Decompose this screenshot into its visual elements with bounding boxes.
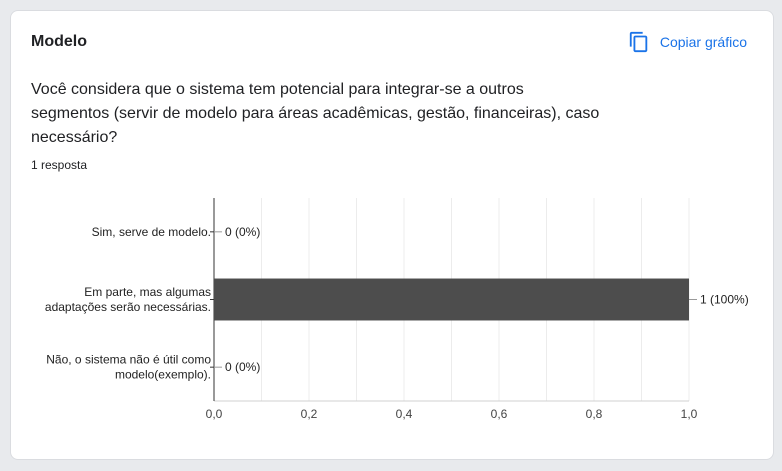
question-text: Você considera que o sistema tem potenci… — [31, 81, 600, 146]
data-label: 0 (0%) — [225, 360, 260, 374]
category-label: Sim, serve de modelo. — [92, 225, 211, 239]
x-tick-label: 0,8 — [586, 407, 603, 421]
card-title: Modelo — [31, 33, 87, 50]
response-count: 1 resposta — [31, 158, 88, 172]
category-label: Não, o sistema não é útil como — [46, 353, 211, 367]
category-label: adaptações serão necessárias. — [45, 300, 211, 314]
copy-chart-button[interactable]: Copiar gráfico — [628, 30, 747, 54]
x-tick-label: 0,6 — [491, 407, 508, 421]
x-tick-label: 0,0 — [206, 407, 223, 421]
x-tick-label: 0,4 — [396, 407, 413, 421]
category-label: Em parte, mas algumas — [84, 285, 211, 299]
data-label: 1 (100%) — [700, 293, 749, 307]
chart-card: Modelo Copiar gráfico Você considera que… — [10, 10, 774, 460]
bar-chart: 0,0 0,2 0,4 0,6 0,8 1,0 Sim, serve de modelo. 0… — [45, 198, 749, 421]
data-label: 0 (0%) — [225, 225, 260, 239]
x-tick-label: 0,2 — [301, 407, 318, 421]
category-label: modelo(exemplo). — [115, 368, 211, 382]
copy-icon — [629, 31, 648, 53]
bar — [214, 278, 689, 321]
copy-chart-label: Copiar gráfico — [659, 34, 747, 50]
x-tick-label: 1,0 — [681, 407, 698, 421]
